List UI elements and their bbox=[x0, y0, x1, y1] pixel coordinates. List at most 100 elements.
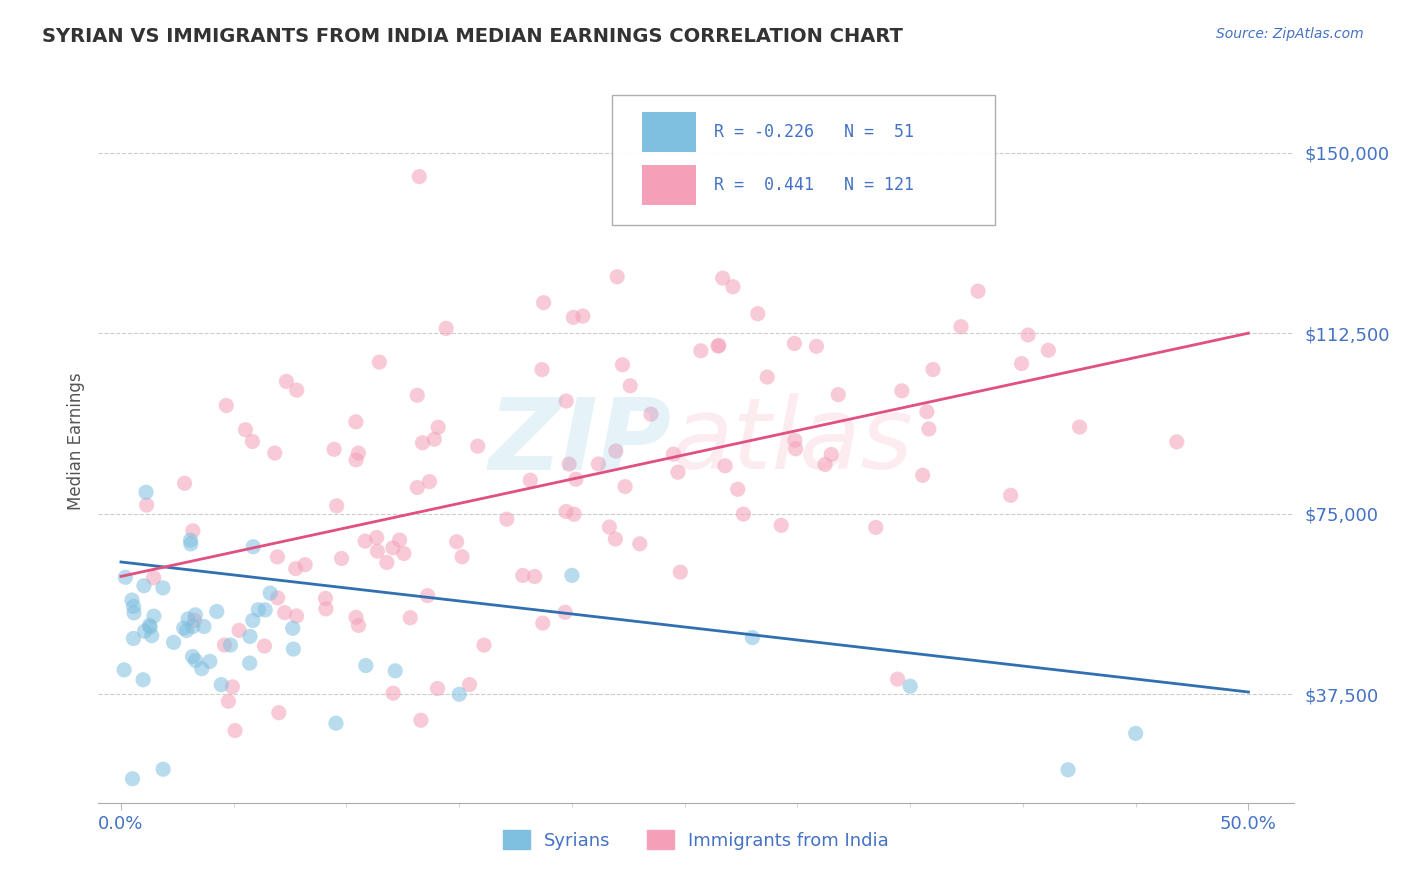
Point bbox=[181, 619, 204, 633]
Point bbox=[139, 620, 162, 634]
Point bbox=[122, 599, 145, 614]
Point bbox=[347, 446, 370, 460]
Point bbox=[1000, 488, 1022, 502]
Point bbox=[381, 541, 404, 555]
Point bbox=[1069, 420, 1091, 434]
Point bbox=[239, 629, 262, 643]
Bar bbox=[643, 165, 696, 205]
Point bbox=[242, 613, 264, 627]
Point bbox=[714, 458, 737, 473]
Point bbox=[426, 681, 449, 696]
Point bbox=[235, 423, 257, 437]
Point bbox=[949, 319, 972, 334]
Text: SYRIAN VS IMMIGRANTS FROM INDIA MEDIAN EARNINGS CORRELATION CHART: SYRIAN VS IMMIGRANTS FROM INDIA MEDIAN E… bbox=[42, 27, 903, 45]
Point bbox=[1057, 763, 1080, 777]
Point bbox=[267, 706, 290, 720]
Point bbox=[354, 658, 377, 673]
Point bbox=[215, 399, 238, 413]
Point bbox=[184, 653, 207, 667]
Point bbox=[276, 375, 298, 389]
Point bbox=[458, 677, 481, 691]
Point bbox=[114, 570, 136, 584]
Point bbox=[561, 568, 583, 582]
Point bbox=[423, 432, 446, 446]
Point bbox=[183, 614, 205, 628]
Point bbox=[512, 568, 534, 582]
Point bbox=[446, 534, 468, 549]
Point bbox=[392, 547, 415, 561]
Point bbox=[449, 687, 471, 701]
Point bbox=[366, 531, 388, 545]
Point bbox=[669, 565, 692, 579]
Point bbox=[707, 339, 730, 353]
Point bbox=[121, 593, 143, 607]
Point bbox=[605, 532, 627, 546]
Point bbox=[294, 558, 316, 572]
Point bbox=[177, 612, 200, 626]
Point bbox=[273, 606, 295, 620]
Point bbox=[915, 405, 938, 419]
Point bbox=[368, 355, 391, 369]
Point bbox=[228, 624, 250, 638]
Point bbox=[121, 772, 143, 786]
Point bbox=[605, 444, 627, 458]
Point bbox=[239, 656, 262, 670]
Point bbox=[122, 632, 145, 646]
Point bbox=[689, 343, 711, 358]
Point bbox=[886, 672, 908, 686]
Point bbox=[217, 694, 239, 708]
Point bbox=[180, 537, 202, 551]
Point bbox=[325, 716, 347, 731]
Point bbox=[406, 388, 429, 402]
Point bbox=[173, 476, 195, 491]
Point bbox=[242, 540, 264, 554]
Point bbox=[558, 457, 581, 471]
Point bbox=[416, 589, 439, 603]
Point bbox=[555, 504, 578, 518]
Point bbox=[354, 534, 377, 549]
Point bbox=[666, 465, 689, 479]
Point bbox=[284, 561, 307, 575]
Point bbox=[606, 269, 628, 284]
Point bbox=[472, 638, 495, 652]
Point bbox=[614, 479, 637, 493]
Point bbox=[890, 384, 912, 398]
Point bbox=[711, 271, 734, 285]
Point bbox=[1166, 434, 1188, 449]
Point bbox=[141, 629, 163, 643]
Point bbox=[132, 579, 155, 593]
Point bbox=[756, 370, 779, 384]
Point bbox=[554, 605, 576, 619]
Point bbox=[1017, 328, 1039, 343]
Point bbox=[418, 475, 440, 489]
Point bbox=[399, 611, 422, 625]
Point bbox=[142, 609, 165, 624]
Point bbox=[224, 723, 246, 738]
Point bbox=[173, 621, 195, 635]
Point bbox=[733, 507, 755, 521]
Point bbox=[565, 472, 588, 486]
Point bbox=[562, 507, 585, 521]
Point bbox=[181, 524, 204, 538]
Text: R =  0.441   N = 121: R = 0.441 N = 121 bbox=[714, 176, 914, 194]
Y-axis label: Median Earnings: Median Earnings bbox=[66, 373, 84, 510]
Point bbox=[741, 631, 763, 645]
Point bbox=[531, 362, 554, 376]
Point bbox=[253, 639, 276, 653]
Point bbox=[382, 686, 405, 700]
Point bbox=[135, 498, 157, 512]
Point bbox=[184, 607, 207, 622]
Point bbox=[770, 518, 793, 533]
Point bbox=[783, 336, 806, 351]
Text: Source: ZipAtlas.com: Source: ZipAtlas.com bbox=[1216, 27, 1364, 41]
Point bbox=[827, 387, 849, 401]
Point bbox=[612, 358, 634, 372]
Point bbox=[281, 621, 304, 635]
Point bbox=[344, 610, 367, 624]
Point bbox=[221, 680, 243, 694]
Point bbox=[721, 279, 744, 293]
Point bbox=[181, 649, 204, 664]
Point bbox=[967, 284, 990, 298]
Point bbox=[572, 309, 595, 323]
Point bbox=[205, 605, 228, 619]
